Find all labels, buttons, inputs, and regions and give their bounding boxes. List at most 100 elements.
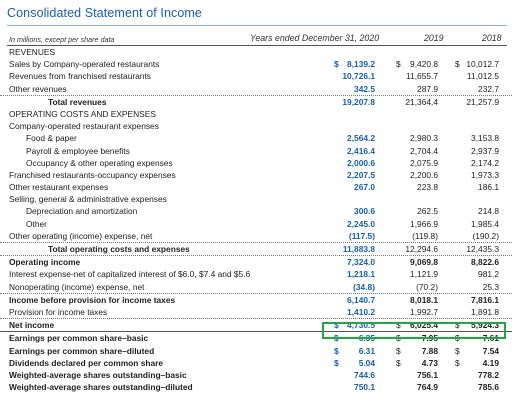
currency-2018: $ xyxy=(455,320,460,331)
value-2019: 1,992.7 xyxy=(410,306,438,317)
value-2018: 2,937.9 xyxy=(471,145,499,156)
row-label: Sales by Company-operated restaurants xyxy=(9,59,160,70)
row-label: Other xyxy=(26,218,47,229)
currency-2018: $ xyxy=(455,345,460,356)
page-title: Consolidated Statement of Income xyxy=(7,6,202,20)
value-2019: (70.2) xyxy=(416,281,438,292)
table-row: Interest expense-net of capitalized inte… xyxy=(0,268,512,280)
value-2018: 7,816.1 xyxy=(471,294,499,305)
column-header-2018: 2018 xyxy=(482,33,502,43)
table-row: Income before provision for income taxes… xyxy=(0,294,512,306)
row-label: Payroll & employee benefits xyxy=(26,145,130,156)
value-2020: 4,730.5 xyxy=(347,320,375,331)
value-2018: 11,012.5 xyxy=(467,71,499,82)
row-label: Weighted-average shares outstanding–dilu… xyxy=(9,382,193,393)
value-2020: 6.31 xyxy=(358,345,375,356)
table-row: Operating income 7,324.0 9,069.8 8,822.6 xyxy=(0,256,512,268)
header-divider xyxy=(7,45,507,46)
value-2020: 750.1 xyxy=(354,382,375,393)
table-row: Weighted-average shares outstanding–dilu… xyxy=(0,381,512,393)
value-2018: 1,973.3 xyxy=(471,169,499,180)
table-row: Payroll & employee benefits 2,416.4 2,704.… xyxy=(0,145,512,157)
value-2019: 21,364.4 xyxy=(405,96,438,107)
row-label: OPERATING COSTS AND EXPENSES xyxy=(9,108,156,119)
currency-2019: $ xyxy=(396,357,401,368)
row-label: REVENUES xyxy=(9,47,56,57)
value-2018: 5,924.3 xyxy=(471,320,499,331)
table-row: Total revenues 19,207.8 21,364.4 21,257.9 xyxy=(0,96,512,108)
row-label: Dividends declared per common share xyxy=(9,357,164,368)
value-2018: 25.3 xyxy=(482,281,499,292)
value-2018: 1,985.4 xyxy=(471,218,499,229)
value-2018: 981.2 xyxy=(478,269,499,280)
table-row: Selling, general & administrative expens… xyxy=(0,193,512,205)
table-row: Total operating costs and expenses 11,883… xyxy=(0,243,512,257)
value-2018: 7.54 xyxy=(482,345,499,356)
value-2018: 3,153.8 xyxy=(471,133,499,144)
value-2019: 287.9 xyxy=(417,83,438,94)
row-label: Income before provision for income taxes xyxy=(9,294,176,305)
currency-2019: $ xyxy=(396,345,401,356)
table-row: Earnings per common share–diluted $6.31 $7… xyxy=(0,345,512,357)
value-2018: 8,822.6 xyxy=(471,257,499,268)
row-label: Earnings per common share–diluted xyxy=(9,345,155,356)
value-2019: 2,704.4 xyxy=(410,145,438,156)
table-row: Other 2,245.0 1,966.9 1,985.4 xyxy=(0,218,512,230)
currency-2020: $ xyxy=(334,345,339,356)
row-label: Total operating costs and expenses xyxy=(48,244,190,254)
title-divider xyxy=(7,25,507,26)
table-row: Food & paper 2,564.2 2,980.3 3,153.8 xyxy=(0,132,512,144)
value-2020: 342.5 xyxy=(354,83,375,94)
value-2020: 267.0 xyxy=(354,182,375,193)
value-2019: 9,069.8 xyxy=(410,257,438,268)
table-row: Sales by Company-operated restaurants $8,… xyxy=(0,58,512,70)
column-header-2020: Years ended December 31, 2020 xyxy=(250,33,380,43)
value-2018: 778.2 xyxy=(478,369,499,380)
value-2018: 2,174.2 xyxy=(471,157,499,168)
value-2018: 1,891.8 xyxy=(471,306,499,317)
currency-2018: $ xyxy=(455,357,460,368)
value-2019: (119.8) xyxy=(412,230,438,241)
table-row: Nonoperating (income) expense, net (34.8)… xyxy=(0,281,512,294)
row-label: Interest expense-net of capitalized inte… xyxy=(9,269,251,280)
value-2019: 6,025.4 xyxy=(410,320,438,331)
row-label: Earnings per common share–basic xyxy=(9,333,149,344)
value-2019: 1,121.9 xyxy=(410,269,438,280)
value-2019: 11,655.7 xyxy=(406,71,438,82)
value-2020: 2,416.4 xyxy=(347,145,375,156)
value-2020: 744.6 xyxy=(354,369,375,380)
table-row: Franchised restaurants-occupancy expense… xyxy=(0,169,512,181)
value-2019: 262.5 xyxy=(417,206,438,217)
row-label: Franchised restaurants-occupancy expense… xyxy=(9,169,176,180)
column-header-2019: 2019 xyxy=(424,33,444,43)
value-2019: 2,075.9 xyxy=(410,157,438,168)
table-row: REVENUES xyxy=(0,46,512,58)
value-2020: 2,245.0 xyxy=(347,218,375,229)
value-2018: 785.6 xyxy=(478,382,499,393)
value-2018: 21,257.9 xyxy=(466,96,499,107)
value-2020: 8,139.2 xyxy=(347,59,375,70)
row-label: Selling, general & administrative expens… xyxy=(9,194,167,205)
value-2020: 2,000.6 xyxy=(347,157,375,168)
table-row: Other restaurant expenses 267.0 223.8 186.1 xyxy=(0,181,512,193)
value-2020: 10,726.1 xyxy=(342,71,375,82)
value-2019: 764.9 xyxy=(417,382,438,393)
currency-2019: $ xyxy=(396,59,401,70)
value-2019: 9,420.8 xyxy=(410,59,438,70)
table-row: Other operating (income) expense, net (11… xyxy=(0,230,512,243)
table-row: Depreciation and amortization 300.6 262.5 2… xyxy=(0,205,512,217)
table-row: Weighted-average shares outstanding–basi… xyxy=(0,369,512,381)
value-2018: 214.8 xyxy=(478,206,499,217)
table-row: Company-operated restaurant expenses xyxy=(0,120,512,132)
value-2020: 2,564.2 xyxy=(347,133,375,144)
units-note: In millions, except per share data xyxy=(9,35,115,44)
row-label: Depreciation and amortization xyxy=(26,206,138,217)
value-2019: 12,294.6 xyxy=(405,244,438,254)
currency-2020: $ xyxy=(334,59,339,70)
value-2019: 8,018.1 xyxy=(410,294,438,305)
row-label: Operating income xyxy=(9,257,81,268)
row-label: Provision for income taxes xyxy=(9,306,108,317)
value-2018: 186.1 xyxy=(478,182,499,193)
row-label: Revenues from franchised restaurants xyxy=(9,71,151,82)
row-label: Occupancy & other operating expenses xyxy=(26,157,173,168)
